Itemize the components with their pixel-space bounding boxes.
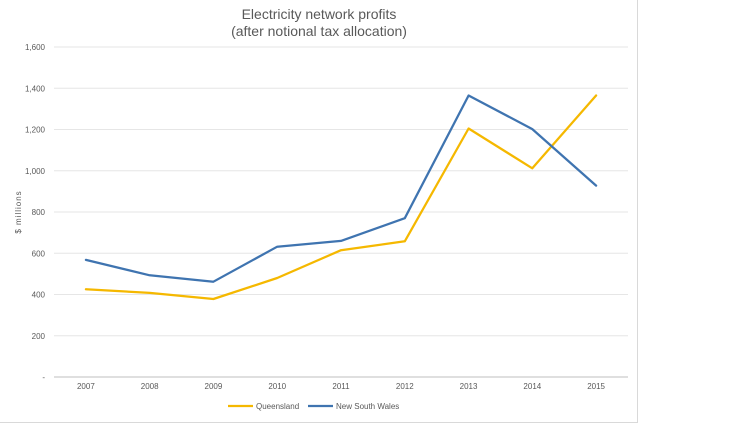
y-axis-label: $ millions xyxy=(14,190,23,233)
x-tick-label: 2012 xyxy=(396,382,414,391)
y-tick-label: - xyxy=(42,373,45,382)
x-axis-ticks: 2007 2008 2009 2010 2011 2012 2013 2014 2015 xyxy=(77,382,606,391)
x-tick-label: 2007 xyxy=(77,382,95,391)
y-tick-label: 400 xyxy=(32,291,46,300)
legend: Queensland New South Wales xyxy=(228,402,399,411)
y-axis-ticks: - 200 400 600 800 1,000 1,200 1,400 1,600 xyxy=(25,43,46,382)
x-tick-label: 2011 xyxy=(332,382,350,391)
chart-title: Electricity network profits xyxy=(242,6,397,22)
x-tick-label: 2014 xyxy=(523,382,541,391)
chart-frame xyxy=(0,0,638,423)
y-tick-label: 1,200 xyxy=(25,126,46,135)
series-line-queensland xyxy=(84,94,598,301)
x-tick-label: 2010 xyxy=(268,382,286,391)
gridlines xyxy=(54,46,628,378)
y-tick-label: 1,000 xyxy=(25,167,46,176)
series-lines xyxy=(84,94,598,301)
y-tick-label: 600 xyxy=(32,249,46,258)
y-tick-label: 800 xyxy=(32,208,46,217)
legend-label: New South Wales xyxy=(336,402,399,411)
x-tick-label: 2008 xyxy=(141,382,159,391)
series-line-new-south-wales xyxy=(84,94,598,283)
y-tick-label: 1,400 xyxy=(25,84,46,93)
legend-label: Queensland xyxy=(256,402,299,411)
y-tick-label: 1,600 xyxy=(25,43,46,52)
x-tick-label: 2009 xyxy=(205,382,223,391)
x-tick-label: 2015 xyxy=(587,382,605,391)
y-tick-label: 200 xyxy=(32,332,46,341)
chart-subtitle: (after notional tax allocation) xyxy=(231,23,407,39)
x-tick-label: 2013 xyxy=(460,382,478,391)
